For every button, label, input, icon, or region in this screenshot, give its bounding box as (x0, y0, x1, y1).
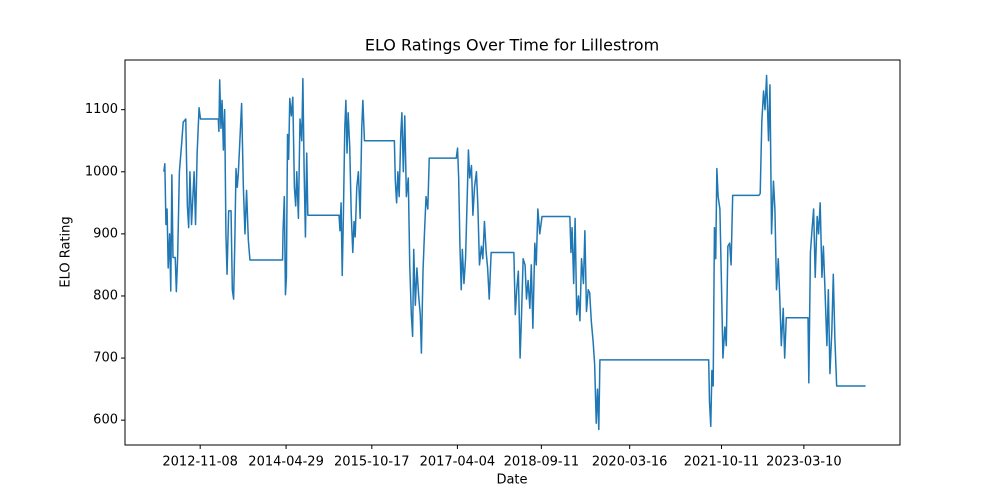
y-tick-label: 900 (93, 226, 118, 241)
y-tick-label: 1100 (85, 102, 118, 117)
x-tick-label: 2014-04-29 (248, 455, 324, 470)
x-tick-label: 2020-03-16 (592, 455, 668, 470)
x-tick-label: 2023-03-10 (766, 455, 842, 470)
plot-frame (124, 59, 901, 446)
x-tick-label: 2017-04-04 (420, 455, 496, 470)
x-tick-label: 2021-10-11 (684, 455, 760, 470)
chart-title: ELO Ratings Over Time for Lillestrom (365, 36, 659, 55)
x-tick-label: 2015-10-17 (334, 455, 410, 470)
y-tick-label: 700 (93, 351, 118, 366)
x-axis-label: Date (496, 473, 527, 488)
y-tick-label: 800 (93, 288, 118, 303)
x-tick-label: 2018-09-11 (504, 455, 580, 470)
y-axis-label: ELO Rating (59, 216, 74, 287)
x-tick-label: 2012-11-08 (162, 455, 238, 470)
line (163, 74, 866, 431)
y-tick-label: 600 (93, 413, 118, 428)
y-tick-label: 1000 (85, 164, 118, 179)
